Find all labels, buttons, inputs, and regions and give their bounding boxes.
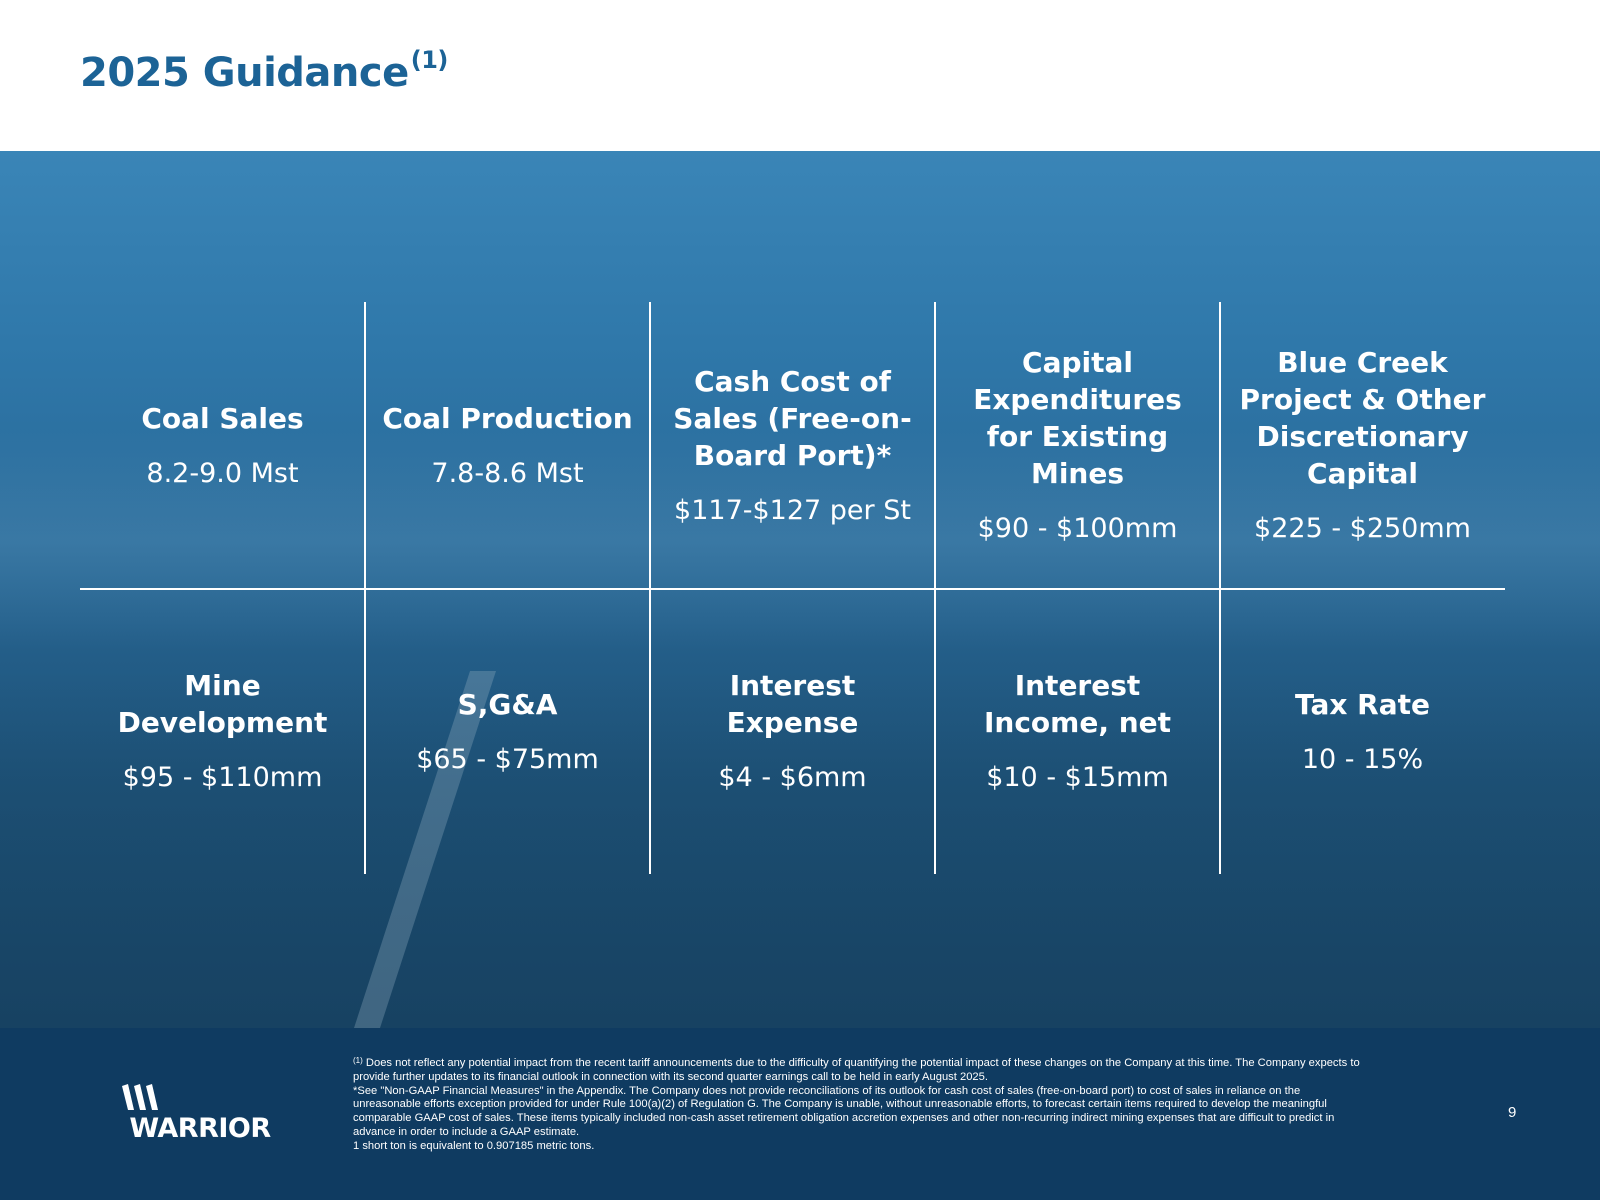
footnote-2: *See "Non-GAAP Financial Measures" in th… <box>353 1084 1335 1138</box>
guidance-label: Interest Expense <box>726 669 859 739</box>
guidance-grid: Coal Sales 8.2-9.0 Mst Coal Production 7… <box>80 302 1505 874</box>
guidance-value: $4 - $6mm <box>718 762 867 793</box>
guidance-value: 10 - 15% <box>1301 743 1424 775</box>
guidance-cell-interest-expense: Interest Expense $4 - $6mm <box>650 588 935 874</box>
guidance-cell-sga: S,G&A $65 - $75mm <box>365 588 650 874</box>
guidance-cell-mine-development: Mine Development $95 - $110mm <box>80 588 365 874</box>
guidance-cell-cash-cost: Cash Cost of Sales (Free-on-Board Port)*… <box>650 302 935 588</box>
warrior-logo: WARRIOR <box>120 1082 280 1152</box>
guidance-cell-coal-production: Coal Production 7.8-8.6 Mst <box>365 302 650 588</box>
warrior-logo-wordmark: WARRIOR <box>129 1113 271 1144</box>
guidance-label: Interest Income, net <box>983 669 1172 739</box>
warrior-logo-mark-icon <box>122 1084 158 1110</box>
guidance-label: S,G&A <box>457 687 558 721</box>
guidance-cell-capex: Capital Expenditures for Existing Mines … <box>935 302 1220 588</box>
footer: WARRIOR (1) Does not reflect any potenti… <box>0 1028 1600 1200</box>
grid-divider-horizontal <box>80 588 1505 590</box>
guidance-value: $95 - $110mm <box>122 762 323 793</box>
guidance-cell-interest-income: Interest Income, net $10 - $15mm <box>935 588 1220 874</box>
guidance-cell-coal-sales: Coal Sales 8.2-9.0 Mst <box>80 302 365 588</box>
guidance-value: $10 - $15mm <box>986 762 1169 793</box>
guidance-label: Coal Sales <box>141 401 304 435</box>
footnote-3: 1 short ton is equivalent to 0.907185 me… <box>353 1139 595 1152</box>
footnote-1-text: Does not reflect any potential impact fr… <box>353 1057 1360 1083</box>
title-footnote-marker: (1) <box>410 46 449 74</box>
guidance-cell-blue-creek: Blue Creek Project & Other Discretionary… <box>1220 302 1505 588</box>
guidance-value: 7.8-8.6 Mst <box>431 457 584 489</box>
guidance-label: Coal Production <box>382 401 633 435</box>
footnotes: (1) Does not reflect any potential impac… <box>353 1054 1363 1154</box>
guidance-value: $225 - $250mm <box>1254 513 1471 544</box>
guidance-value: $117-$127 per St <box>674 494 911 526</box>
footnote-1: (1) Does not reflect any potential impac… <box>353 1054 1363 1085</box>
background-haze <box>0 431 1600 651</box>
guidance-value: $90 - $100mm <box>977 513 1178 544</box>
background-forest <box>0 671 1600 1028</box>
guidance-label: Capital Expenditures for Existing Mines <box>973 346 1182 490</box>
guidance-value: 8.2-9.0 Mst <box>146 457 299 489</box>
page-title-text: 2025 Guidance <box>80 50 409 96</box>
guidance-label: Blue Creek Project & Other Discretionary… <box>1239 346 1486 490</box>
guidance-value: $65 - $75mm <box>416 743 599 775</box>
guidance-label: Tax Rate <box>1294 687 1431 721</box>
guidance-label: Cash Cost of Sales (Free-on-Board Port)* <box>673 364 912 472</box>
page-title: 2025 Guidance(1) <box>80 46 448 96</box>
guidance-label: Mine Development <box>117 669 328 739</box>
footnote-1-marker: (1) <box>353 1056 363 1065</box>
page-number: 9 <box>1508 1104 1517 1121</box>
guidance-cell-tax-rate: Tax Rate 10 - 15% <box>1220 588 1505 874</box>
